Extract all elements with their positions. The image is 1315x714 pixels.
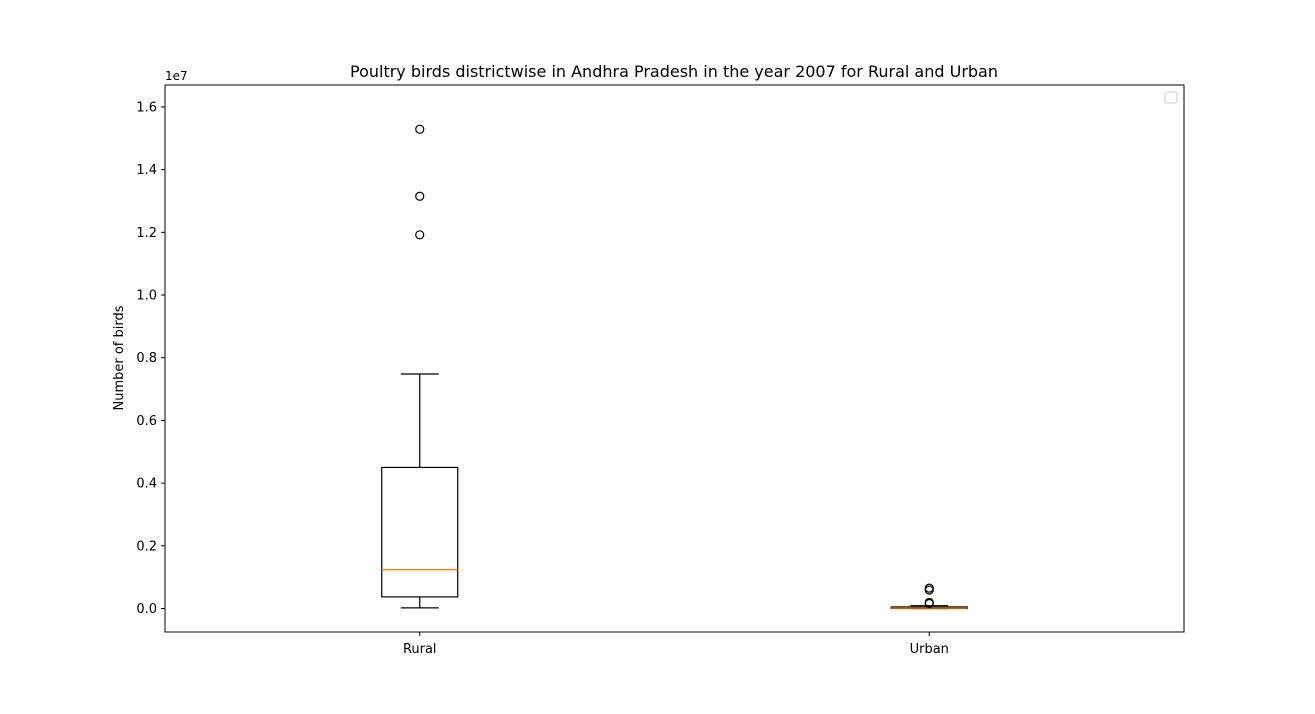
box-iqr — [381, 466, 459, 598]
y-tick-label: 0.2 — [136, 539, 157, 554]
y-tick-label: 1.6 — [136, 100, 157, 115]
y-tick-label: 0.0 — [136, 602, 157, 617]
plot-frame — [164, 84, 1185, 633]
outlier-point — [924, 597, 934, 608]
y-axis-label: Number of birds — [112, 305, 127, 410]
y-tick-label: 1.2 — [136, 226, 157, 241]
y-tick-label: 1.4 — [136, 163, 157, 178]
legend-box — [1164, 91, 1178, 104]
outlier-point — [924, 585, 934, 595]
y-axis-offset-label: 1e7 — [165, 69, 188, 83]
y-tick-label: 1.0 — [136, 289, 157, 304]
outlier-point — [415, 124, 425, 134]
y-tick-label: 0.8 — [136, 351, 157, 366]
x-tick-label: Rural — [403, 642, 437, 657]
y-tick-label: 0.4 — [136, 477, 157, 492]
outlier-point — [415, 191, 425, 201]
x-tick-label: Urban — [910, 642, 949, 657]
outlier-point — [924, 583, 934, 593]
chart-title: Poultry birds districtwise in Andhra Pra… — [350, 62, 998, 81]
plot-marks — [381, 124, 968, 610]
outlier-point — [415, 230, 425, 240]
y-tick-label: 0.6 — [136, 414, 157, 429]
